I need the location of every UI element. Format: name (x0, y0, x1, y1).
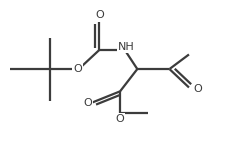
Text: O: O (84, 98, 92, 108)
Text: O: O (116, 114, 125, 124)
Text: O: O (73, 64, 82, 74)
Text: NH: NH (117, 42, 134, 52)
Text: O: O (194, 84, 202, 94)
Text: O: O (95, 10, 104, 20)
